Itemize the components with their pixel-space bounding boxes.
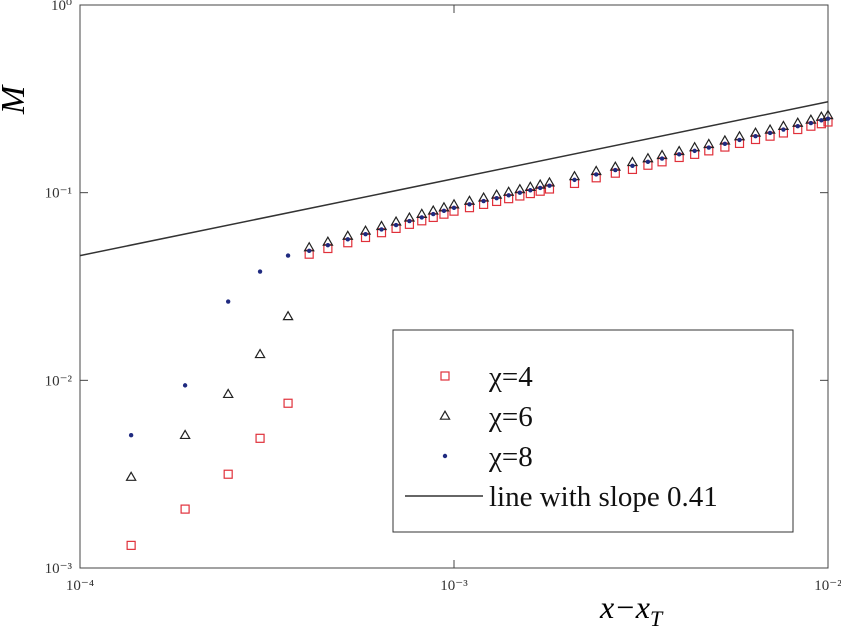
legend-label: χ=6 (488, 401, 533, 433)
triangle-marker (222, 388, 234, 399)
triangle-marker (179, 429, 191, 440)
triangle-marker (254, 348, 266, 359)
dot-marker (825, 116, 831, 121)
dot-marker (225, 299, 231, 304)
x-tick-label: 10⁻⁴ (66, 578, 94, 594)
dot-marker (393, 222, 399, 228)
y-tick-label: 10⁰ (51, 0, 72, 14)
square-marker (223, 469, 233, 479)
dot-marker (737, 137, 742, 143)
x-axis-label-sub: T (650, 606, 664, 627)
dot-marker (795, 124, 800, 129)
dot-marker (481, 198, 486, 204)
slope-line (79, 101, 829, 257)
dot-marker (767, 130, 773, 136)
dot-marker (706, 145, 711, 150)
legend-label: line with slope 0.41 (489, 481, 718, 513)
dot-marker (572, 177, 577, 183)
dot-marker (285, 253, 291, 258)
square-marker (440, 371, 450, 381)
y-tick-label: 10⁻³ (45, 561, 73, 577)
dot-marker (407, 218, 412, 224)
triangle-marker (282, 310, 294, 321)
dot-marker (692, 148, 697, 154)
dot-marker (506, 193, 511, 198)
dot-marker (325, 242, 331, 248)
dot-marker (442, 453, 448, 459)
dot-marker (613, 167, 618, 173)
dot-marker (781, 127, 786, 132)
x-tick-label: 10⁻² (814, 578, 841, 594)
square-marker (126, 540, 136, 550)
dot-marker (722, 141, 728, 147)
legend-label: χ=4 (488, 361, 533, 393)
triangle-marker (439, 409, 451, 420)
dot-marker (306, 248, 312, 254)
legend-label: χ=8 (488, 441, 533, 473)
dot-marker (441, 208, 447, 214)
y-tick-label: 10⁻² (45, 373, 73, 389)
square-marker (255, 433, 265, 443)
x-tick-label: 10⁻³ (440, 578, 468, 594)
dot-marker (345, 237, 350, 242)
square-marker (180, 504, 190, 514)
y-tick-label: 10⁻¹ (45, 186, 72, 202)
dot-marker (593, 172, 599, 177)
dot-marker (528, 188, 533, 193)
dot-marker (379, 227, 384, 232)
dot-marker (819, 118, 824, 123)
dot-marker (659, 156, 665, 161)
triangle-marker (125, 471, 137, 481)
x-axis-label-main: x−x (599, 589, 650, 625)
dot-marker (537, 185, 543, 191)
dot-marker (753, 133, 758, 139)
dot-marker (182, 383, 188, 388)
y-axis-label: M (0, 84, 32, 115)
legend-box (392, 329, 794, 533)
dot-marker (431, 211, 436, 217)
dot-marker (676, 152, 682, 157)
dot-marker (419, 215, 424, 220)
dot-marker (517, 190, 523, 195)
dot-marker (645, 159, 651, 165)
dot-marker (128, 433, 134, 438)
dot-marker (494, 195, 499, 201)
dot-marker (630, 163, 635, 169)
dot-marker (467, 202, 472, 207)
dot-marker (547, 183, 552, 188)
dot-marker (257, 269, 263, 274)
square-marker (283, 398, 293, 408)
dot-marker (808, 120, 814, 126)
x-axis-label: x−xT (599, 589, 664, 627)
dot-marker (451, 205, 457, 211)
dot-marker (363, 231, 368, 237)
